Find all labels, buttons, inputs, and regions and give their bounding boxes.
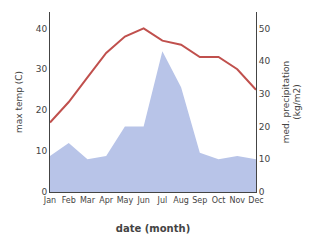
svg-text:30: 30 (259, 89, 271, 99)
svg-text:10: 10 (259, 154, 271, 164)
svg-text:Apr: Apr (99, 196, 114, 205)
svg-text:max temp (C): max temp (C) (14, 71, 24, 133)
svg-text:Mar: Mar (80, 196, 96, 205)
svg-text:Jun: Jun (136, 196, 150, 205)
svg-text:0: 0 (259, 187, 265, 197)
svg-text:30: 30 (36, 64, 48, 74)
svg-text:Oct: Oct (212, 196, 226, 205)
svg-text:20: 20 (259, 122, 271, 132)
svg-text:Jan: Jan (43, 196, 56, 205)
svg-text:Dec: Dec (248, 196, 263, 205)
svg-text:Aug: Aug (173, 196, 189, 205)
svg-text:May: May (117, 196, 134, 205)
svg-text:Feb: Feb (62, 196, 76, 205)
svg-text:Nov: Nov (229, 196, 245, 205)
svg-text:Sep: Sep (192, 196, 207, 205)
svg-text:0: 0 (41, 187, 47, 197)
svg-text:40: 40 (36, 24, 48, 34)
svg-text:date (month): date (month) (116, 223, 190, 234)
svg-text:20: 20 (36, 105, 48, 115)
svg-text:40: 40 (259, 56, 271, 66)
svg-text:50: 50 (259, 24, 271, 34)
svg-text:med. precipitation(kg/m2): med. precipitation(kg/m2) (281, 61, 303, 143)
svg-text:Jul: Jul (157, 196, 168, 205)
svg-text:10: 10 (36, 146, 48, 156)
